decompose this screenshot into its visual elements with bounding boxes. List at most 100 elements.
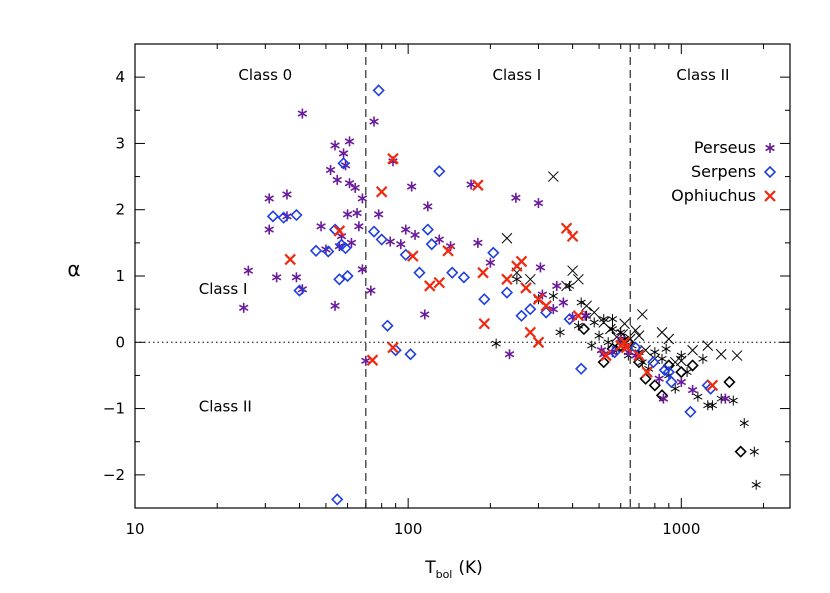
y-tick-label: 2 [115,201,125,219]
other-point [686,359,699,372]
legend-marker [764,190,776,202]
perseus-point [316,221,326,232]
y-tick-label: 1 [115,267,125,285]
perseus-point [330,300,340,311]
perseus-point [552,280,562,291]
perseus-point [332,174,342,185]
ophiuchus-point [407,250,419,262]
legend-marker [765,143,775,153]
other-point [661,343,671,354]
class-region-label: Class 0 [238,66,292,84]
legend-marker [763,165,777,179]
legend-label: Perseus [694,138,756,157]
other-point [636,309,648,320]
ophiuchus-point [284,253,296,266]
y-tick-label: 4 [115,68,125,86]
ophiuchus-point [387,152,399,165]
other-point [594,330,604,341]
other-point [576,297,586,308]
serpens-point [425,238,438,251]
ophiuchus-point [333,225,346,237]
perseus-point [346,237,357,248]
ophiuchus-point [424,280,436,292]
other-point [687,344,698,356]
other-point [648,379,661,392]
ophiuchus-point [633,349,645,362]
ophiuchus-point [600,349,612,362]
serpens-point [341,269,354,283]
perseus-point [344,178,355,189]
serpens-point [457,271,471,284]
serpens-point [433,165,446,178]
other-point [723,375,736,389]
serpens-point [478,293,491,306]
serpens-point [367,225,381,238]
perseus-point [330,140,340,151]
other-point [698,353,708,364]
perseus-point [264,193,274,204]
serpens-point [266,210,280,223]
other-point [603,337,613,348]
x-tick-label: 1000 [662,520,700,538]
ophiuchus-point [572,309,585,322]
other-point [657,353,667,364]
serpens-point [647,356,660,369]
other-point [524,273,536,285]
other-point [607,324,618,335]
perseus-point [369,116,379,127]
legend: Perseus Serpens Ophiuchus [671,138,777,205]
other-point [731,350,743,361]
serpens-point [404,348,417,361]
serpens-point [375,233,388,246]
perseus-point [658,393,669,404]
y-tick-label: 0 [115,333,125,351]
perseus-point [352,208,362,219]
ophiuchus-point [442,245,454,257]
serpens-point [331,493,344,506]
serpens-point [563,312,576,326]
serpens-point [662,365,675,379]
serpens-point [608,346,621,359]
perseus-point [533,198,544,209]
other-point [567,265,578,277]
ophiuchus-point [566,230,579,243]
perseus-point [580,310,591,321]
perseus-point [406,181,417,192]
other-point [650,347,660,358]
data-points [238,84,761,506]
class-region-label: Class I [493,66,542,84]
perseus-point [282,189,292,200]
perseus-point [434,234,445,245]
perseus-point [350,182,360,193]
perseus-point [338,148,349,159]
ophiuchus-point [366,354,379,366]
perseus-point [344,136,355,147]
serpens-point [421,223,434,236]
ophiuchus-point [524,326,537,339]
axis-ticks: 10 100 1000 −2 −1 0 1 2 3 4 [103,43,790,538]
perseus-point [687,385,698,396]
perseus-point [396,239,406,250]
perseus-point [410,229,420,240]
y-axis-label: α [67,257,80,281]
serpens-point [665,375,678,389]
y-tick-label: −1 [103,400,125,418]
perseus-point [558,297,569,308]
legend-label: Serpens [691,162,756,181]
other-point [573,273,584,285]
ophiuchus-point [478,317,491,330]
x-tick-label: 100 [394,520,423,538]
other-point [589,317,599,328]
perseus-point [504,349,515,360]
other-point [587,340,597,351]
other-point [577,322,591,336]
serpens-point [540,306,553,319]
serpens-point [337,157,350,170]
other-point [739,418,749,429]
ophiuchus-point [620,341,633,354]
ophiuchus-point [641,366,653,378]
other-point [512,274,522,285]
perseus-point [342,209,353,220]
ophiuchus-point [540,300,552,312]
x-tick-label: 10 [125,520,144,538]
